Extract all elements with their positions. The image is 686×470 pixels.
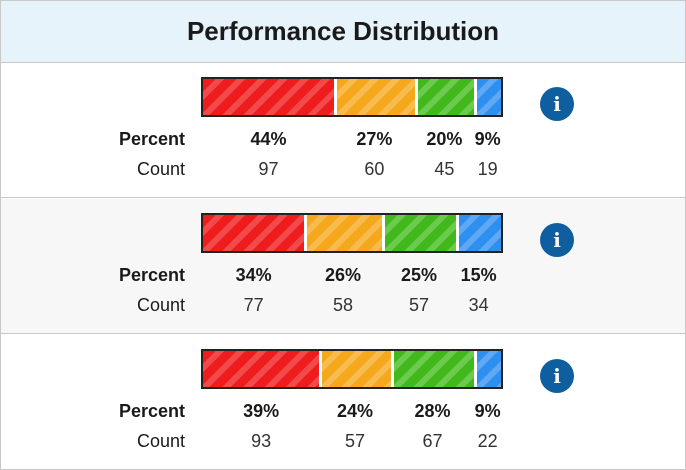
distribution-row-3: i Percent Count 39% 24% 28% 9% 93 57 67 … bbox=[1, 335, 685, 469]
segment-orange bbox=[319, 351, 391, 387]
segment-red bbox=[203, 215, 305, 251]
info-icon[interactable]: i bbox=[540, 359, 574, 393]
segment-green bbox=[381, 215, 457, 251]
count-value-green: 67 bbox=[422, 431, 443, 451]
count-value-red: 77 bbox=[243, 295, 264, 315]
percent-label: Percent bbox=[118, 129, 185, 149]
percent-value-green: 20% bbox=[426, 129, 463, 149]
percent-label: Percent bbox=[118, 265, 185, 285]
stacked-bar bbox=[201, 213, 503, 253]
percent-value-orange: 27% bbox=[356, 129, 393, 149]
segment-green bbox=[414, 79, 475, 115]
count-value-red: 97 bbox=[258, 159, 279, 179]
info-icon[interactable]: i bbox=[540, 223, 574, 257]
percent-label: Percent bbox=[118, 401, 185, 421]
percent-value-blue: 9% bbox=[474, 401, 501, 421]
percent-value-orange: 26% bbox=[325, 265, 362, 285]
percent-value-orange: 24% bbox=[336, 401, 373, 421]
percent-value-green: 28% bbox=[414, 401, 451, 421]
percent-value-red: 34% bbox=[235, 265, 272, 285]
stacked-bar bbox=[201, 349, 503, 389]
segment-blue bbox=[474, 79, 501, 115]
count-value-blue: 22 bbox=[477, 431, 498, 451]
segment-orange bbox=[334, 79, 415, 115]
count-value-blue: 19 bbox=[477, 159, 498, 179]
segment-blue bbox=[474, 351, 501, 387]
count-value-green: 57 bbox=[409, 295, 430, 315]
segment-red bbox=[203, 351, 320, 387]
segment-blue bbox=[456, 215, 501, 251]
percent-value-red: 44% bbox=[250, 129, 287, 149]
stacked-bar bbox=[201, 77, 503, 117]
segment-orange bbox=[304, 215, 382, 251]
distribution-row-2: i Percent Count 34% 26% 25% 15% 77 58 57… bbox=[1, 199, 685, 334]
panel-header: Performance Distribution bbox=[1, 1, 685, 63]
count-value-orange: 60 bbox=[364, 159, 385, 179]
percent-value-blue: 9% bbox=[474, 129, 501, 149]
count-value-blue: 34 bbox=[468, 295, 489, 315]
percent-value-green: 25% bbox=[401, 265, 438, 285]
count-value-green: 45 bbox=[434, 159, 455, 179]
count-label: Count bbox=[136, 295, 185, 315]
count-label: Count bbox=[136, 431, 185, 451]
page-title: Performance Distribution bbox=[186, 16, 500, 46]
segment-green bbox=[390, 351, 475, 387]
count-value-orange: 57 bbox=[344, 431, 365, 451]
distribution-row-1: i Percent Count 44% 27% 20% 9% 97 60 45 … bbox=[1, 63, 685, 198]
percent-value-blue: 15% bbox=[460, 265, 497, 285]
segment-red bbox=[203, 79, 335, 115]
count-label: Count bbox=[136, 159, 185, 179]
percent-value-red: 39% bbox=[243, 401, 280, 421]
count-value-red: 93 bbox=[251, 431, 272, 451]
count-value-orange: 58 bbox=[333, 295, 354, 315]
info-icon[interactable]: i bbox=[540, 87, 574, 121]
